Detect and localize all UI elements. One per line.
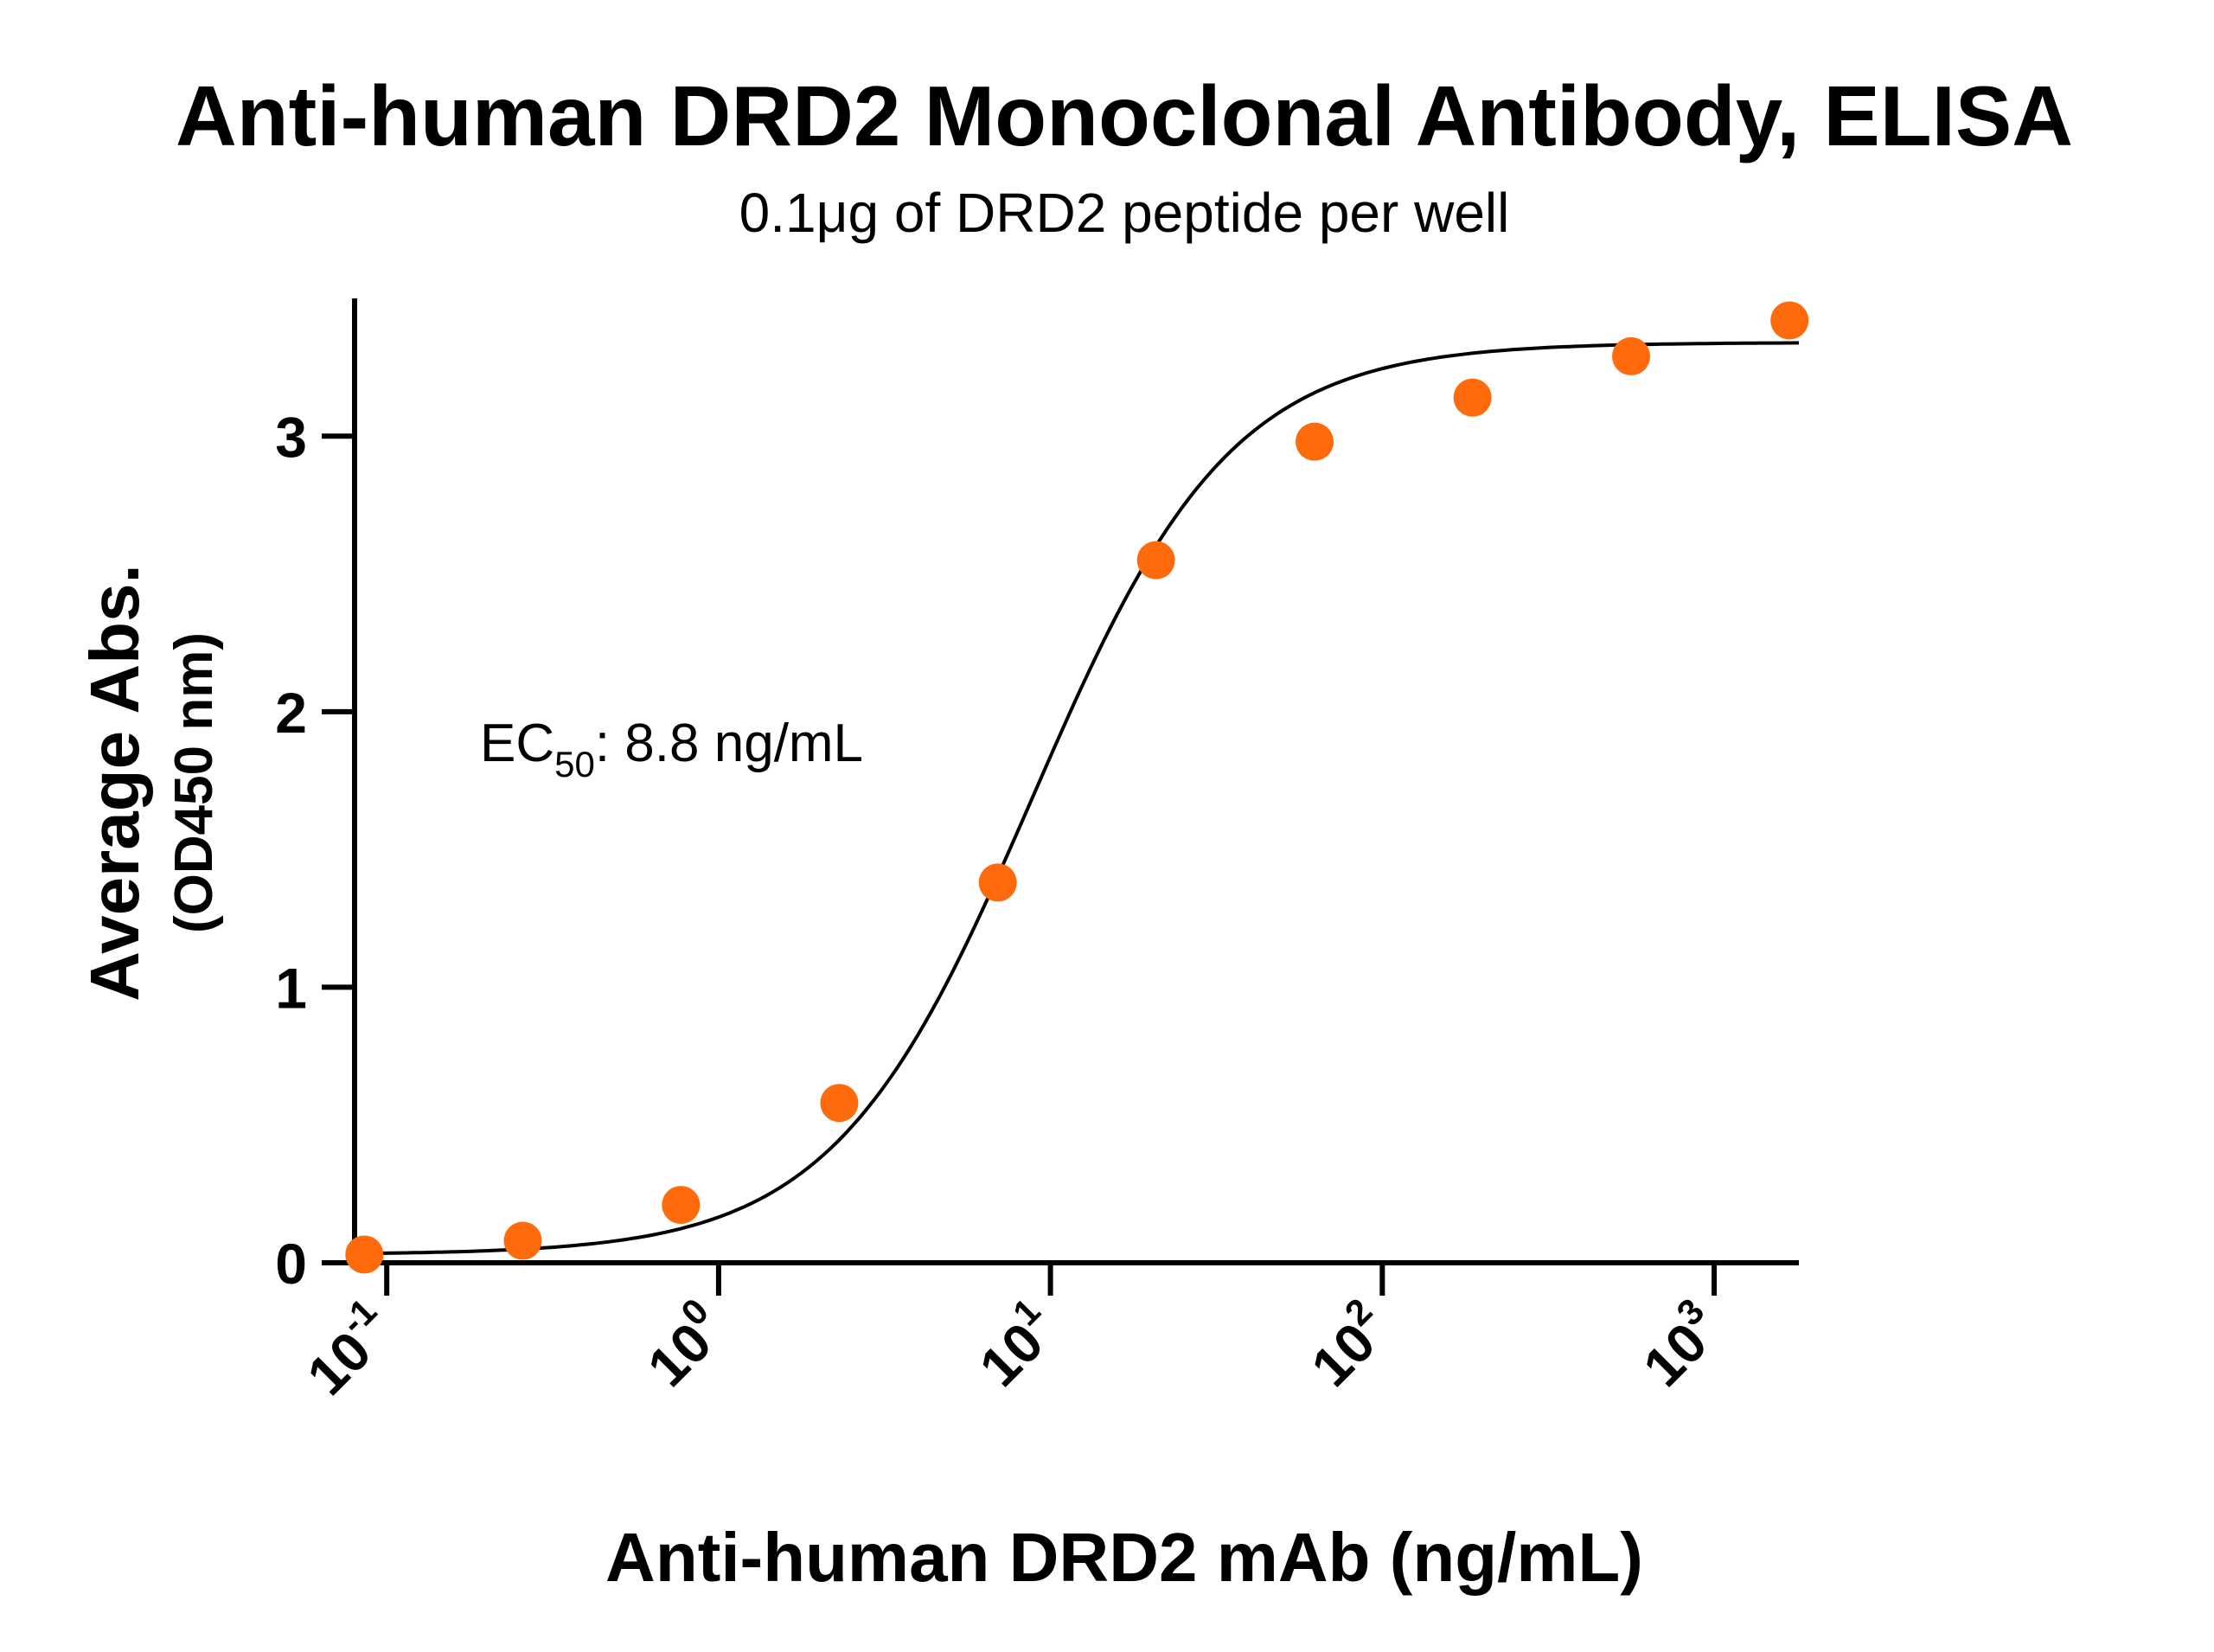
y-tick-label: 2 — [275, 681, 307, 745]
x-tick-label: 10-1 — [289, 1290, 406, 1407]
x-ticks: 10-1 100 101 102 103 — [289, 1263, 1733, 1407]
x-tick-label: 100 — [630, 1290, 738, 1399]
ec50-annotation: EC50: 8.8 ng/mL — [480, 714, 863, 784]
axes — [352, 298, 1799, 1265]
data-point — [1296, 422, 1334, 461]
x-axis-title: Anti-human DRD2 mAb (ng/mL) — [605, 1519, 1643, 1596]
chart-subtitle: 0.1μg of DRD2 peptide per well — [739, 182, 1510, 244]
data-point — [1453, 378, 1492, 417]
data-point — [662, 1186, 701, 1225]
x-tick-label: 101 — [962, 1290, 1070, 1399]
fit-curve-group — [364, 341, 1800, 1256]
x-tick-text: 102 — [1293, 1290, 1401, 1399]
data-point — [1136, 541, 1175, 579]
data-point — [345, 1235, 384, 1274]
chart-title: Anti-human DRD2 Monoclonal Antibody, ELI… — [176, 68, 2073, 163]
y-axis-title: Average Abs. — [76, 564, 153, 1001]
y-axis-subtitle: (OD450 nm) — [164, 632, 224, 933]
fit-curve — [364, 341, 1800, 1256]
ec50-value: : 8.8 ng/mL — [595, 714, 863, 773]
data-points — [345, 301, 1809, 1274]
data-point — [1770, 301, 1809, 340]
data-point — [978, 863, 1017, 902]
data-point — [1612, 336, 1651, 375]
y-tick-label: 3 — [275, 405, 307, 469]
ec50-prefix: EC — [480, 714, 554, 773]
data-point — [820, 1084, 859, 1123]
x-tick-text: 10-1 — [289, 1290, 406, 1407]
x-tick-text: 101 — [962, 1290, 1070, 1399]
x-tick-label: 102 — [1293, 1290, 1401, 1399]
data-point — [503, 1221, 542, 1260]
ec50-subscript: 50 — [554, 744, 595, 784]
y-axis-label: Average Abs. (OD450 nm) — [76, 564, 224, 1001]
y-ticks: 0 1 2 3 — [275, 405, 355, 1296]
x-tick-label: 103 — [1625, 1290, 1733, 1399]
x-tick-text: 100 — [630, 1290, 738, 1399]
y-tick-label: 1 — [275, 956, 307, 1020]
x-tick-text: 103 — [1625, 1290, 1733, 1399]
y-tick-label: 0 — [275, 1232, 307, 1296]
